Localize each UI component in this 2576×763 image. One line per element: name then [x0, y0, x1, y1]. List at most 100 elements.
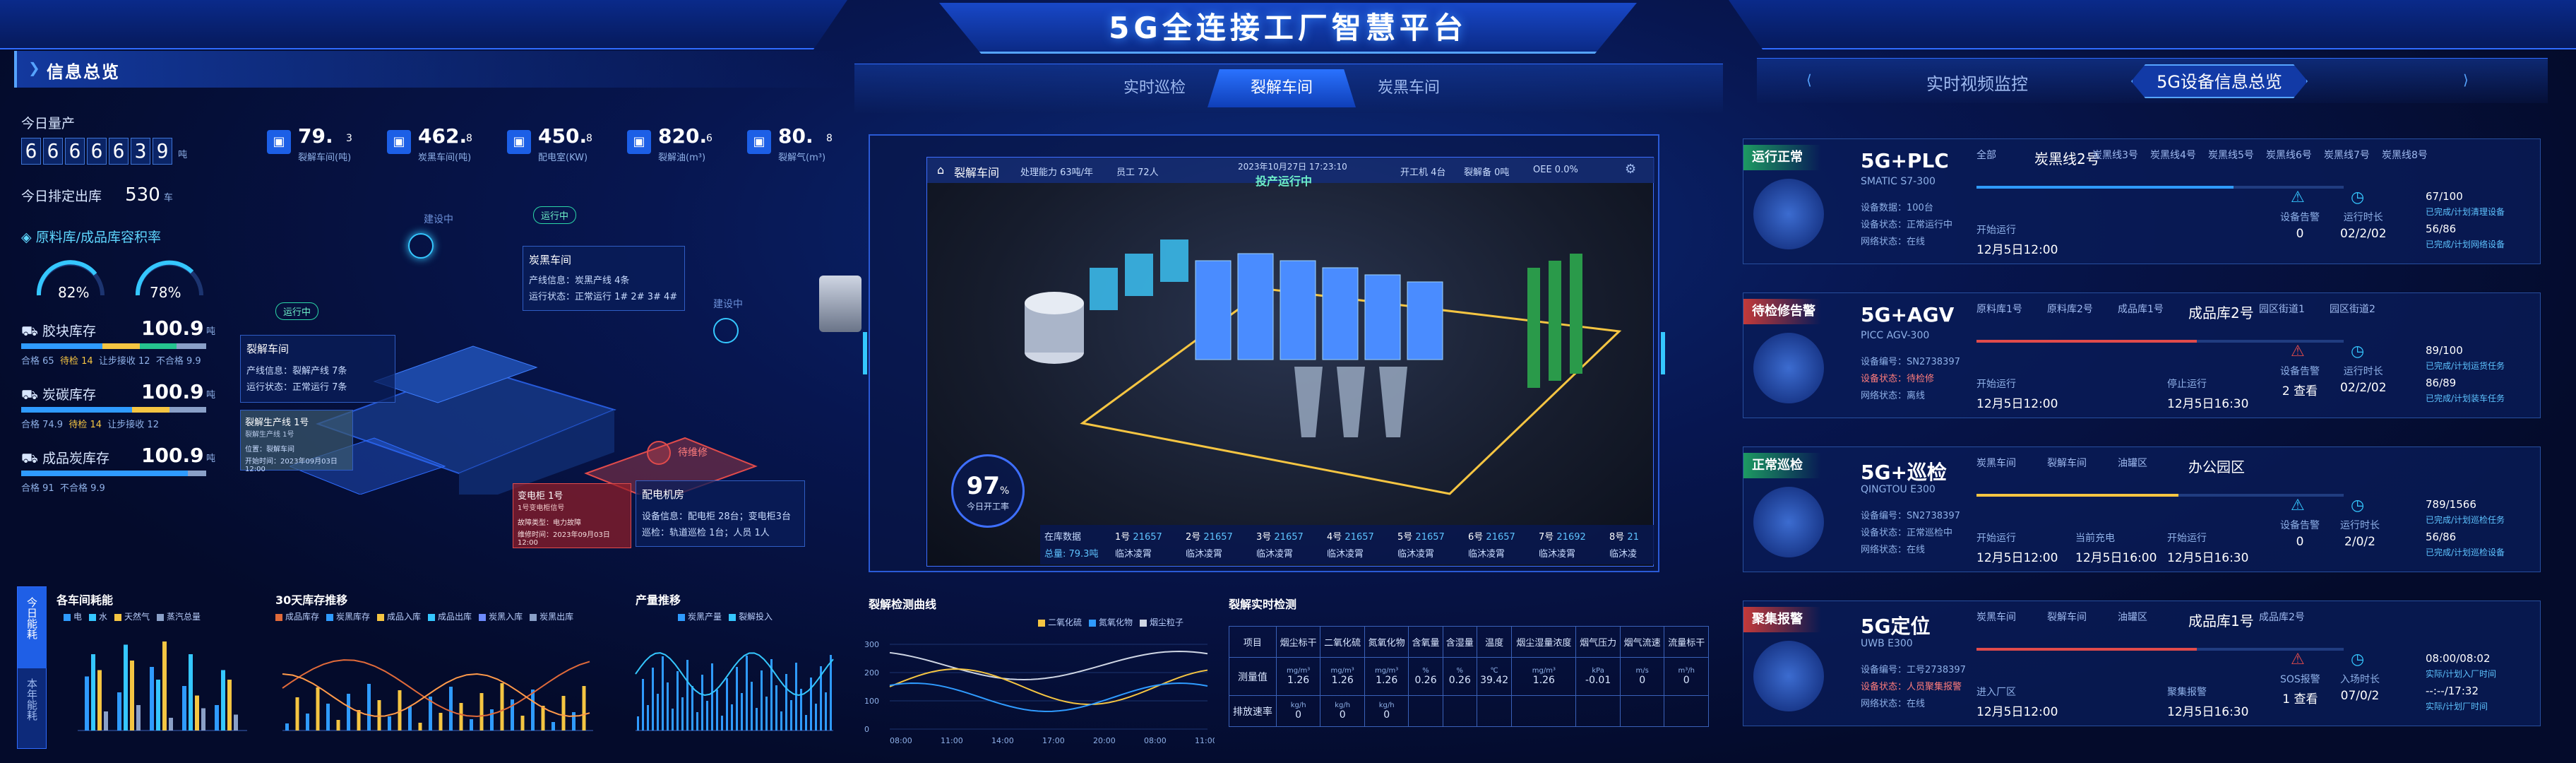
map-pin[interactable]: [713, 318, 739, 343]
device-nav-item[interactable]: 油罐区: [2118, 458, 2147, 469]
device-nav-item[interactable]: 油罐区: [2118, 612, 2147, 623]
bar: [647, 705, 649, 731]
card-line: 位置：裂解车间: [245, 446, 294, 454]
device-nav-item[interactable]: 炭黑车间: [1976, 458, 2016, 469]
tab-video-monitor[interactable]: 实时视频监控: [1926, 74, 2028, 94]
x-tick: 11:00: [1195, 736, 1215, 745]
device-nav-item[interactable]: 炭黑线2号: [2034, 150, 2100, 167]
device-nav-item[interactable]: 全部: [1976, 150, 1996, 161]
card-line: 故障类型：电力故障: [518, 519, 581, 527]
carbon-bar: [21, 407, 206, 413]
device-nav-item[interactable]: 成品库1号: [2118, 304, 2164, 315]
digit: 6: [21, 138, 41, 165]
warning-pin[interactable]: [647, 441, 671, 465]
tab-pyrolysis-workshop[interactable]: 裂解车间: [1208, 69, 1356, 107]
device-info-row: 网络状态：在线: [1861, 237, 1926, 247]
device-nav-item[interactable]: 原料库2号: [2047, 304, 2093, 315]
table-cell: [1408, 695, 1443, 727]
pyro-curve-plot: 300 200 100 0 08:00 11:00 14:00 17:00 20:00 08:00…: [864, 640, 1215, 745]
today-plan-label: 今日排定出库: [21, 189, 102, 204]
chevron-right-icon[interactable]: ⟩: [2463, 71, 2469, 88]
strip-line-state: 临沐凌霄: [1256, 549, 1294, 560]
coke-unit: 吨: [206, 326, 216, 337]
device-card[interactable]: 待检修告警 5G+AGV PICC AGV-300 原料库1号 原料库2号 成品库1…: [1743, 292, 2541, 418]
strip-line-name: 1号: [1115, 532, 1131, 543]
kv-value: 12月5日16:30: [2167, 551, 2249, 565]
trend30-chart: 30天库存推移 成品库存 炭黑库存 成品入库 成品出库 炭黑入库 炭黑出库: [268, 586, 600, 756]
card-line: 运行状态：正常运行 7条: [246, 382, 347, 393]
device-info-row: 设备编号：SN2738397: [1861, 511, 1960, 521]
tab-device-overview[interactable]: 5G设备信息总览: [2131, 64, 2308, 98]
header: 5G全连接工厂智慧平台: [0, 0, 2576, 57]
device-nav-item[interactable]: 园区街道1: [2259, 304, 2305, 315]
running-tag: 运行中: [533, 206, 577, 224]
clock-icon: ◷: [2351, 497, 2365, 514]
pyro-workshop-card[interactable]: 裂解车间 产线信息：裂解产线 7条 运行状态：正常运行 7条: [240, 335, 395, 403]
tab-carbon-workshop[interactable]: 炭黑车间: [1377, 79, 1440, 97]
clock-icon: ◷: [2351, 189, 2365, 206]
device-nav-item[interactable]: 成品库2号: [2188, 304, 2254, 321]
energy-title: 各车间耗能: [56, 593, 114, 607]
device-card[interactable]: 运行正常 5G+PLC SMATIC S7-300 全部 炭黑线2号 炭黑线3号 炭黑…: [1743, 138, 2541, 264]
device-nav-item[interactable]: 炭黑车间: [1976, 612, 2016, 623]
series-line: [282, 659, 590, 717]
device-nav-item[interactable]: 炭黑线6号: [2266, 150, 2312, 161]
table-header-cell: 含湿量: [1442, 626, 1477, 658]
workshop-icon: ⌂: [937, 163, 945, 177]
scene-view[interactable]: ⌂ 裂解车间 处理能力 63吨/年 员工 72人 2023年10月27日 17:…: [926, 157, 1654, 567]
device-nav-item[interactable]: 炭黑线3号: [2092, 150, 2138, 161]
stat-value: --:--/17:32: [2426, 685, 2479, 697]
device-nav-item[interactable]: 成品库2号: [2259, 612, 2305, 623]
device-nav-item[interactable]: 炭黑线5号: [2208, 150, 2254, 161]
card-sub: 1号变电柜信号: [518, 504, 565, 512]
device-nav-item[interactable]: 炭黑线7号: [2324, 150, 2370, 161]
tab-today-energy[interactable]: 今日能耗: [18, 587, 47, 668]
bar: [295, 697, 299, 731]
chevron-left-icon[interactable]: ⟨: [1806, 71, 1812, 88]
strip-line: 7号 21692: [1539, 529, 1586, 543]
device-nav-item[interactable]: 裂解车间: [2047, 612, 2087, 623]
kv-value[interactable]: 0: [2296, 227, 2304, 241]
status-tag: 运行中: [533, 206, 577, 224]
table-cell: 排放速率: [1229, 695, 1277, 727]
device-nav-item[interactable]: 原料库1号: [1976, 304, 2022, 315]
device-card[interactable]: 正常巡检 5G+巡检 QINGTOU E300 炭黑车间 裂解车间 油罐区 办公园区 …: [1743, 446, 2541, 572]
legend-item: 成品出库: [438, 612, 472, 622]
tab-realtime-inspection[interactable]: 实时巡检: [1123, 79, 1186, 97]
transformer-card[interactable]: 变电柜 1号 1号变电柜信号 故障类型：电力故障 维修时间：2023年09月03…: [513, 483, 631, 548]
scene-open-machines: 开工机 4台: [1400, 167, 1446, 178]
device-nav-item[interactable]: 园区街道2: [2330, 304, 2375, 315]
stat-label: 已完成/计划巡检任务: [2426, 515, 2505, 525]
stat-label: 已完成/计划装车任务: [2426, 394, 2505, 403]
bar: [716, 690, 718, 731]
mid-time: 当前充电 12月5日16:00: [2075, 531, 2157, 565]
alarm-count: 设备告警 0: [2280, 210, 2320, 241]
carbon-workshop-card[interactable]: 炭黑车间 产线信息：炭黑产线 4条 运行状态：正常运行 1# 2# 3# 4#: [523, 246, 685, 311]
device-nav-item[interactable]: 炭黑线8号: [2382, 150, 2428, 161]
device-progress: [1976, 494, 2344, 497]
settings-icon[interactable]: ⚙: [1625, 162, 1637, 177]
map-pin[interactable]: [408, 233, 434, 259]
product-bar: [21, 471, 206, 476]
device-nav-item[interactable]: 办公园区: [2188, 459, 2245, 475]
kv-value[interactable]: 0: [2296, 535, 2304, 549]
power-icon: ▣: [507, 130, 531, 154]
pyro-line-card[interactable]: 裂解生产线 1号 裂解生产线 1号 位置：裂解车间 开始时间：2023年09月0…: [240, 410, 353, 473]
bar: [652, 668, 654, 731]
product-label: 成品炭库存: [42, 451, 109, 466]
device-nav-item[interactable]: 炭黑线4号: [2150, 150, 2196, 161]
bar: [150, 667, 154, 731]
stat-value: 86/89: [2426, 377, 2457, 389]
device-card[interactable]: 聚集报警 5G定位 UWB E300 炭黑车间 裂解车间 油罐区 成品库1号 成品库2号…: [1743, 601, 2541, 726]
kv-value[interactable]: 1 查看: [2282, 692, 2318, 706]
trend30-plot: [282, 659, 593, 731]
device-nav-item[interactable]: 裂解车间: [2047, 458, 2087, 469]
x-tick: 17:00: [1042, 736, 1065, 745]
runtime: 运行时长 2/0/2: [2340, 518, 2380, 549]
kv-value[interactable]: 2 查看: [2282, 384, 2318, 398]
tab-year-energy[interactable]: 本年能耗: [25, 678, 38, 721]
power-room-card[interactable]: 配电机房 设备信息：配电柜 28台；变电柜3台 巡检：轨道巡检 1台；人员 1人: [636, 480, 805, 547]
table-cell: [1575, 695, 1621, 727]
device-nav-item[interactable]: 成品库1号: [2188, 613, 2254, 629]
